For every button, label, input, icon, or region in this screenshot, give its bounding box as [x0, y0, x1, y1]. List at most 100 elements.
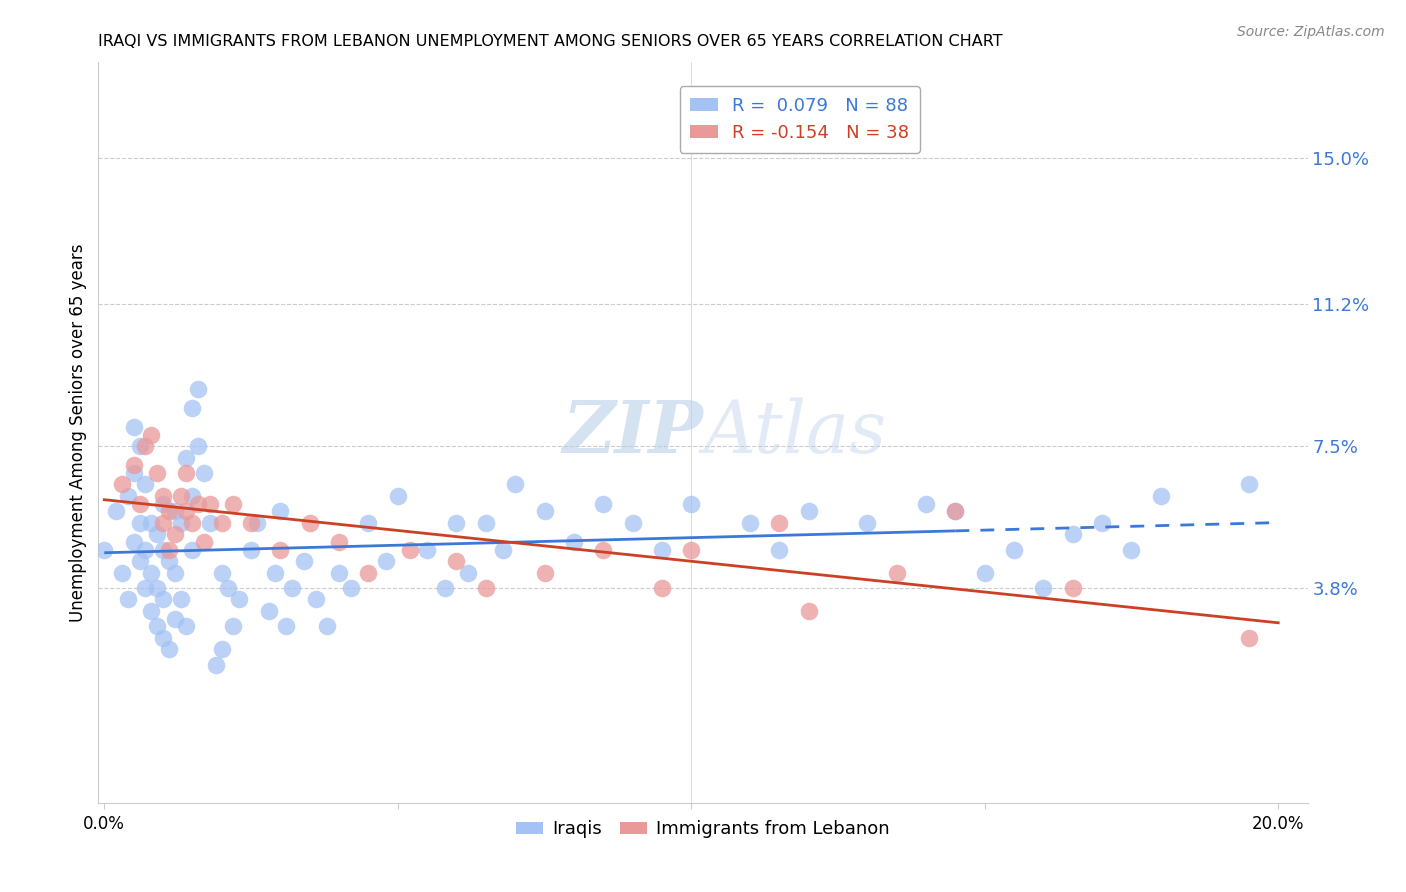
Point — [128, 516, 150, 530]
Point — [163, 566, 186, 580]
Point — [163, 612, 186, 626]
Point — [1150, 489, 1173, 503]
Point — [176, 466, 198, 480]
Point — [276, 619, 298, 633]
Point — [1032, 581, 1054, 595]
Point — [945, 504, 967, 518]
Point — [246, 516, 269, 530]
Point — [122, 535, 145, 549]
Point — [163, 504, 186, 518]
Point — [328, 535, 350, 549]
Point — [117, 489, 139, 503]
Point — [181, 401, 204, 415]
Point — [475, 581, 498, 595]
Point — [1121, 542, 1143, 557]
Point — [457, 566, 479, 580]
Text: Source: ZipAtlas.com: Source: ZipAtlas.com — [1237, 25, 1385, 39]
Point — [198, 497, 221, 511]
Point — [122, 420, 145, 434]
Point — [768, 542, 790, 557]
Point — [281, 581, 304, 595]
Point — [886, 566, 908, 580]
Point — [152, 542, 174, 557]
Point — [157, 542, 180, 557]
Point — [187, 382, 209, 396]
Point — [163, 527, 186, 541]
Point — [141, 604, 163, 618]
Point — [446, 554, 468, 568]
Point — [146, 527, 169, 541]
Point — [211, 566, 233, 580]
Point — [416, 542, 439, 557]
Point — [269, 542, 291, 557]
Point — [433, 581, 456, 595]
Point — [738, 516, 761, 530]
Point — [187, 439, 209, 453]
Point — [152, 489, 174, 503]
Point — [204, 657, 226, 672]
Point — [292, 554, 315, 568]
Point — [475, 516, 498, 530]
Point — [797, 504, 820, 518]
Point — [141, 427, 163, 442]
Point — [141, 566, 163, 580]
Point — [169, 516, 191, 530]
Text: IRAQI VS IMMIGRANTS FROM LEBANON UNEMPLOYMENT AMONG SENIORS OVER 65 YEARS CORREL: IRAQI VS IMMIGRANTS FROM LEBANON UNEMPLO… — [98, 34, 1002, 49]
Point — [298, 516, 321, 530]
Point — [198, 516, 221, 530]
Point — [1237, 631, 1260, 645]
Point — [592, 497, 614, 511]
Point — [263, 566, 285, 580]
Point — [181, 489, 204, 503]
Point — [240, 516, 263, 530]
Point — [152, 631, 174, 645]
Point — [621, 516, 644, 530]
Point — [211, 642, 233, 657]
Point — [681, 542, 703, 557]
Point — [1237, 477, 1260, 491]
Point — [111, 566, 134, 580]
Point — [181, 542, 204, 557]
Point — [117, 592, 139, 607]
Point — [856, 516, 879, 530]
Point — [146, 581, 169, 595]
Point — [134, 439, 156, 453]
Point — [152, 592, 174, 607]
Point — [193, 466, 215, 480]
Point — [152, 516, 174, 530]
Point — [176, 450, 198, 465]
Point — [1091, 516, 1114, 530]
Point — [240, 542, 263, 557]
Point — [157, 504, 180, 518]
Point — [134, 542, 156, 557]
Point — [228, 592, 250, 607]
Point — [446, 516, 468, 530]
Point — [503, 477, 526, 491]
Point — [222, 497, 245, 511]
Point — [533, 504, 555, 518]
Point — [217, 581, 239, 595]
Point — [176, 619, 198, 633]
Point — [562, 535, 585, 549]
Point — [387, 489, 409, 503]
Point — [141, 516, 163, 530]
Point — [492, 542, 515, 557]
Text: ZIP: ZIP — [562, 397, 703, 468]
Point — [169, 592, 191, 607]
Point — [269, 504, 291, 518]
Point — [222, 619, 245, 633]
Point — [1062, 527, 1084, 541]
Point — [533, 566, 555, 580]
Point — [211, 516, 233, 530]
Point — [134, 477, 156, 491]
Point — [128, 497, 150, 511]
Point — [146, 619, 169, 633]
Point — [152, 497, 174, 511]
Point — [176, 504, 198, 518]
Point — [328, 566, 350, 580]
Point — [651, 581, 673, 595]
Point — [592, 542, 614, 557]
Point — [375, 554, 398, 568]
Legend: Iraqis, Immigrants from Lebanon: Iraqis, Immigrants from Lebanon — [509, 814, 897, 846]
Point — [105, 504, 128, 518]
